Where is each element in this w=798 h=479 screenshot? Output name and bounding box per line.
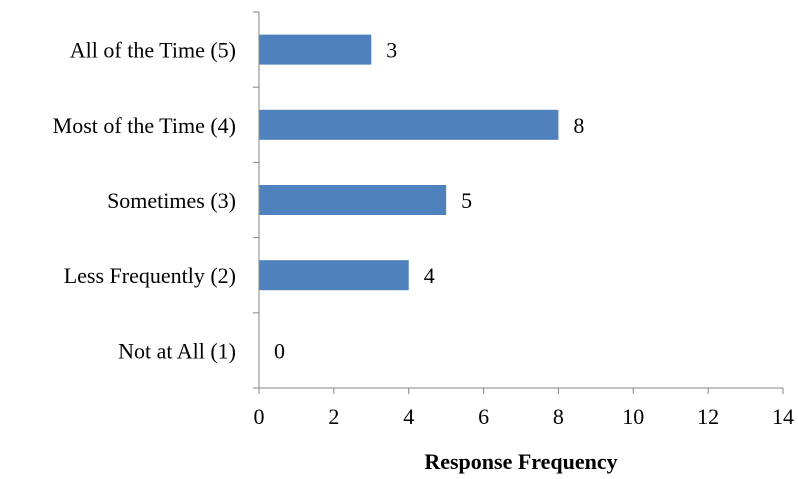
bar-5 <box>259 34 372 65</box>
x-tick-label-2: 2 <box>328 404 339 429</box>
labels-layer: 0 Not at All (1) 4 Less Frequently (2) 5 Some… <box>53 38 794 429</box>
x-tick-label-8: 8 <box>553 404 564 429</box>
data-label-2: 4 <box>424 263 435 288</box>
category-label-1: Not at All (1) <box>118 338 236 363</box>
category-label-3: Sometimes (3) <box>107 188 236 213</box>
bar-3 <box>259 185 447 215</box>
data-label-4: 8 <box>573 113 584 138</box>
data-label-1: 0 <box>274 338 285 363</box>
x-tick-label-12: 12 <box>697 404 719 429</box>
x-tick-label-4: 4 <box>403 404 414 429</box>
bar-2 <box>259 260 409 291</box>
x-tick-label-6: 6 <box>478 404 489 429</box>
category-label-5: All of the Time (5) <box>70 38 236 63</box>
bar-4 <box>259 109 559 140</box>
x-tick-label-14: 14 <box>772 404 794 429</box>
bars-layer <box>259 34 559 291</box>
axes-layer <box>253 11 784 394</box>
data-label-3: 5 <box>461 188 472 213</box>
x-tick-label-0: 0 <box>254 404 265 429</box>
category-label-2: Less Frequently (2) <box>64 263 236 288</box>
x-axis-title: Response Frequency <box>424 449 617 474</box>
data-label-5: 3 <box>386 38 397 63</box>
category-label-4: Most of the Time (4) <box>53 113 236 138</box>
x-tick-label-10: 10 <box>622 404 644 429</box>
